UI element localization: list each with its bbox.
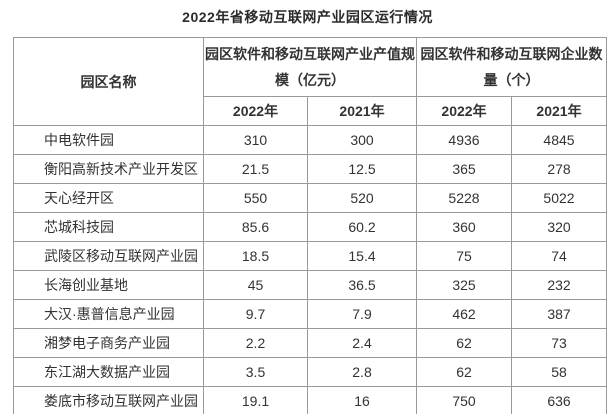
- output-2021-cell: 7.9: [307, 299, 417, 329]
- count-2021-cell: 4845: [511, 125, 607, 155]
- park-name-cell: 天心经开区: [13, 183, 204, 213]
- count-2022-cell: 62: [416, 328, 512, 358]
- column-header-output-2021: 2021年: [307, 96, 417, 126]
- output-2022-cell: 550: [203, 183, 308, 213]
- output-2022-cell: 19.1: [203, 386, 308, 414]
- table-row: 湘梦电子商务产业园 2.2 2.4 62 73: [13, 328, 607, 358]
- park-name-cell: 东江湖大数据产业园: [13, 357, 204, 387]
- output-2021-cell: 520: [307, 183, 417, 213]
- park-name-cell: 湘梦电子商务产业园: [13, 328, 204, 358]
- output-2021-cell: 2.8: [307, 357, 417, 387]
- count-2022-cell: 360: [416, 212, 512, 242]
- table-row: 娄底市移动互联网产业园 19.1 16 750 636: [13, 386, 607, 414]
- output-2021-cell: 300: [307, 125, 417, 155]
- output-2022-cell: 21.5: [203, 154, 308, 184]
- table-header: 园区名称 园区软件和移动互联网产业产值规模（亿元） 园区软件和移动互联网企业数量…: [13, 37, 607, 126]
- count-2022-cell: 75: [416, 241, 512, 271]
- output-2021-cell: 15.4: [307, 241, 417, 271]
- count-2022-cell: 325: [416, 270, 512, 300]
- column-header-count-2021: 2021年: [511, 96, 607, 126]
- count-2021-cell: 232: [511, 270, 607, 300]
- count-2021-cell: 74: [511, 241, 607, 271]
- park-name-cell: 大汉·惠普信息产业园: [13, 299, 204, 329]
- parks-table: 园区名称 园区软件和移动互联网产业产值规模（亿元） 园区软件和移动互联网企业数量…: [13, 37, 607, 414]
- column-header-park-name: 园区名称: [13, 37, 204, 126]
- output-2022-cell: 18.5: [203, 241, 308, 271]
- count-2021-cell: 5022: [511, 183, 607, 213]
- output-2022-cell: 3.5: [203, 357, 308, 387]
- output-2021-cell: 60.2: [307, 212, 417, 242]
- output-2021-cell: 36.5: [307, 270, 417, 300]
- count-2022-cell: 4936: [416, 125, 512, 155]
- output-2022-cell: 310: [203, 125, 308, 155]
- table-row: 天心经开区 550 520 5228 5022: [13, 183, 607, 213]
- output-2021-cell: 2.4: [307, 328, 417, 358]
- table-row: 长海创业基地 45 36.5 325 232: [13, 270, 607, 300]
- count-2021-cell: 73: [511, 328, 607, 358]
- column-header-output-2022: 2022年: [203, 96, 308, 126]
- count-2021-cell: 636: [511, 386, 607, 414]
- count-2022-cell: 365: [416, 154, 512, 184]
- count-2022-cell: 462: [416, 299, 512, 329]
- header-year-row: 2022年 2021年 2022年 2021年: [14, 96, 607, 126]
- park-name-cell: 衡阳高新技术产业开发区: [13, 154, 204, 184]
- park-name-cell: 中电软件园: [13, 125, 204, 155]
- table-row: 东江湖大数据产业园 3.5 2.8 62 58: [13, 357, 607, 387]
- column-header-count-2022: 2022年: [416, 96, 512, 126]
- count-2021-cell: 320: [511, 212, 607, 242]
- header-group-row: 园区名称 园区软件和移动互联网产业产值规模（亿元） 园区软件和移动互联网企业数量…: [13, 37, 607, 126]
- count-2022-cell: 5228: [416, 183, 512, 213]
- column-group-output-value: 园区软件和移动互联网产业产值规模（亿元）: [203, 37, 417, 97]
- park-name-cell: 武陵区移动互联网产业园: [13, 241, 204, 271]
- column-group-enterprise-count: 园区软件和移动互联网企业数量（个）: [416, 37, 607, 97]
- table-row: 武陵区移动互联网产业园 18.5 15.4 75 74: [13, 241, 607, 271]
- table-row: 中电软件园 310 300 4936 4845: [13, 125, 607, 155]
- park-name-cell: 芯城科技园: [13, 212, 204, 242]
- table-body: 中电软件园 310 300 4936 4845 衡阳高新技术产业开发区 21.5…: [13, 125, 607, 414]
- table-row: 衡阳高新技术产业开发区 21.5 12.5 365 278: [13, 154, 607, 184]
- count-2021-cell: 278: [511, 154, 607, 184]
- park-name-cell: 娄底市移动互联网产业园: [13, 386, 204, 414]
- output-2022-cell: 85.6: [203, 212, 308, 242]
- count-2022-cell: 750: [416, 386, 512, 414]
- output-2022-cell: 9.7: [203, 299, 308, 329]
- table-row: 芯城科技园 85.6 60.2 360 320: [13, 212, 607, 242]
- output-2022-cell: 2.2: [203, 328, 308, 358]
- count-2021-cell: 387: [511, 299, 607, 329]
- output-2021-cell: 12.5: [307, 154, 417, 184]
- output-2021-cell: 16: [307, 386, 417, 414]
- park-name-cell: 长海创业基地: [13, 270, 204, 300]
- count-2021-cell: 58: [511, 357, 607, 387]
- count-2022-cell: 62: [416, 357, 512, 387]
- output-2022-cell: 45: [203, 270, 308, 300]
- table-row: 大汉·惠普信息产业园 9.7 7.9 462 387: [13, 299, 607, 329]
- page-title: 2022年省移动互联网产业园区运行情况: [182, 9, 433, 25]
